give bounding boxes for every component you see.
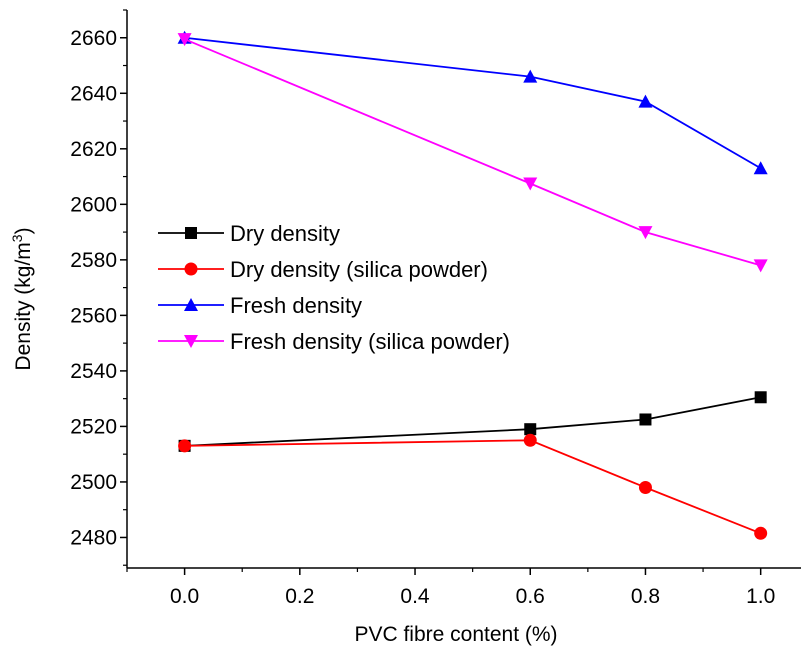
legend-marker	[184, 335, 198, 348]
x-tick-label: 1.0	[746, 585, 775, 608]
series-4-point	[753, 259, 768, 273]
series-2-point	[638, 480, 652, 494]
series-3-point	[638, 94, 653, 108]
y-tick-label: 2580	[70, 249, 117, 272]
y-tick-label: 2560	[70, 304, 117, 327]
legend-marker	[185, 227, 197, 239]
series-4-point	[638, 226, 653, 240]
y-tick-label: 2620	[70, 138, 117, 161]
series-layer	[177, 30, 768, 540]
series-2	[178, 433, 768, 540]
legend-label: Dry density	[230, 221, 340, 246]
series-2-point	[523, 433, 537, 447]
legend-entry: Dry density (silica powder)	[158, 257, 488, 282]
x-tick-label: 0.2	[285, 585, 314, 608]
x-tick-label: 0.6	[516, 585, 545, 608]
series-4-point	[177, 33, 192, 47]
x-axis-ticks: 0.0 0.2 0.4 0.6 0.8 1.0	[126, 568, 775, 608]
series-3	[177, 30, 768, 175]
x-tick-label: 0.4	[400, 585, 430, 608]
y-tick-label: 2660	[70, 27, 117, 50]
series-1-line	[184, 396, 761, 447]
y-tick-label: 2480	[70, 526, 117, 549]
x-tick-label: 0.0	[170, 585, 199, 608]
series-1-point	[754, 391, 767, 404]
series-2-point	[178, 439, 192, 453]
y-tick-label: 2640	[70, 82, 117, 105]
legend-label: Fresh density (silica powder)	[230, 329, 510, 354]
y-axis-title: Density (kg/m3)	[9, 227, 35, 370]
axes: 2480 2500 2520 2540 2560 2580 2600 2620 2640 2660…	[70, 9, 801, 608]
series-1-point	[639, 413, 652, 426]
series-1-point	[524, 423, 537, 436]
legend-entry: Dry density	[158, 221, 340, 246]
legend-entry: Fresh density (silica powder)	[158, 329, 510, 354]
legend: Dry density Dry density (silica powder) Fr…	[158, 221, 510, 354]
y-tick-label: 2500	[70, 471, 117, 494]
series-2-point	[754, 526, 768, 540]
y-axis-title-superscript: 3	[9, 234, 25, 242]
series-4-line	[184, 38, 761, 267]
legend-entry: Fresh density	[158, 293, 362, 318]
series-3-line	[184, 36, 762, 170]
series-3-point	[523, 69, 538, 83]
y-tick-label: 2540	[70, 360, 117, 383]
series-3-point	[753, 161, 768, 175]
x-tick-label: 0.8	[631, 585, 660, 608]
legend-label: Fresh density	[230, 293, 362, 318]
legend-label: Dry density (silica powder)	[230, 257, 488, 282]
x-axis-title: PVC fibre content (%)	[354, 623, 557, 646]
series-2-line	[184, 439, 762, 535]
y-axis-title-close: )	[12, 227, 35, 234]
series-4	[177, 33, 768, 273]
y-axis-title-main: Density (kg/m	[12, 242, 35, 370]
legend-marker	[184, 298, 198, 311]
series-4-point	[523, 177, 538, 191]
y-axis-ticks: 2480 2500 2520 2540 2560 2580 2600 2620 2640 2660	[70, 9, 127, 566]
y-tick-label: 2520	[70, 415, 117, 438]
legend-marker	[184, 262, 198, 276]
series-1	[178, 391, 767, 452]
y-tick-label: 2600	[70, 193, 117, 216]
